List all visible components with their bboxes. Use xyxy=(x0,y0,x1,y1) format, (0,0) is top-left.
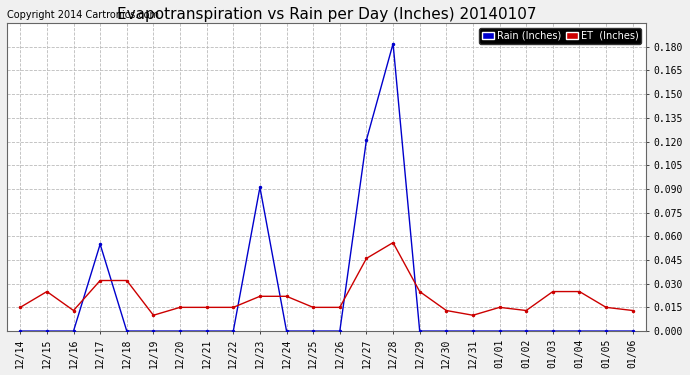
Line: Rain (Inches): Rain (Inches) xyxy=(18,42,635,333)
ET  (Inches) xyxy=(442,308,451,313)
Rain (Inches) xyxy=(522,329,531,333)
Rain (Inches) xyxy=(362,138,371,142)
Legend: Rain (Inches), ET  (Inches): Rain (Inches), ET (Inches) xyxy=(480,28,641,44)
Rain (Inches) xyxy=(415,329,424,333)
Rain (Inches) xyxy=(309,329,317,333)
ET  (Inches) xyxy=(256,294,264,298)
Title: Evapotranspiration vs Rain per Day (Inches) 20140107: Evapotranspiration vs Rain per Day (Inch… xyxy=(117,7,536,22)
ET  (Inches) xyxy=(389,240,397,245)
Rain (Inches) xyxy=(629,329,637,333)
Rain (Inches) xyxy=(16,329,24,333)
ET  (Inches) xyxy=(16,305,24,310)
ET  (Inches) xyxy=(549,290,557,294)
Rain (Inches) xyxy=(96,242,104,246)
Text: Copyright 2014 Cartronics.com: Copyright 2014 Cartronics.com xyxy=(7,10,159,20)
ET  (Inches) xyxy=(43,290,51,294)
ET  (Inches) xyxy=(70,308,78,313)
Rain (Inches) xyxy=(282,329,290,333)
ET  (Inches) xyxy=(495,305,504,310)
ET  (Inches) xyxy=(629,308,637,313)
ET  (Inches) xyxy=(123,278,131,283)
Rain (Inches) xyxy=(495,329,504,333)
Rain (Inches) xyxy=(203,329,211,333)
Rain (Inches) xyxy=(70,329,78,333)
Rain (Inches) xyxy=(149,329,157,333)
ET  (Inches) xyxy=(176,305,184,310)
ET  (Inches) xyxy=(282,294,290,298)
Rain (Inches) xyxy=(389,41,397,46)
ET  (Inches) xyxy=(309,305,317,310)
ET  (Inches) xyxy=(575,290,584,294)
Rain (Inches) xyxy=(43,329,51,333)
Rain (Inches) xyxy=(602,329,610,333)
Rain (Inches) xyxy=(176,329,184,333)
Rain (Inches) xyxy=(123,329,131,333)
ET  (Inches) xyxy=(415,290,424,294)
Rain (Inches) xyxy=(575,329,584,333)
ET  (Inches) xyxy=(149,313,157,318)
ET  (Inches) xyxy=(362,256,371,261)
ET  (Inches) xyxy=(335,305,344,310)
Rain (Inches) xyxy=(229,329,237,333)
ET  (Inches) xyxy=(229,305,237,310)
Rain (Inches) xyxy=(469,329,477,333)
Rain (Inches) xyxy=(442,329,451,333)
Rain (Inches) xyxy=(335,329,344,333)
ET  (Inches) xyxy=(522,308,531,313)
ET  (Inches) xyxy=(602,305,610,310)
ET  (Inches) xyxy=(469,313,477,318)
ET  (Inches) xyxy=(96,278,104,283)
ET  (Inches) xyxy=(203,305,211,310)
Line: ET  (Inches): ET (Inches) xyxy=(18,240,635,317)
Rain (Inches) xyxy=(256,185,264,190)
Rain (Inches) xyxy=(549,329,557,333)
